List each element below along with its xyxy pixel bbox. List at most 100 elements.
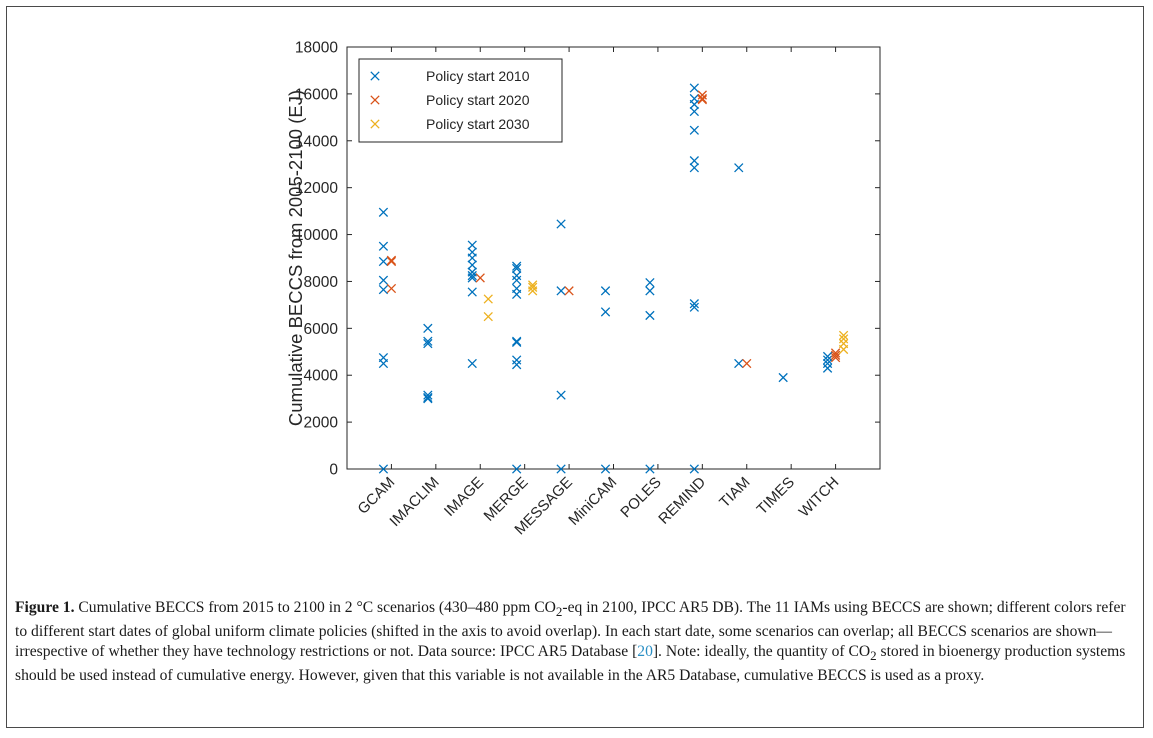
marker-series-1 [386,256,397,267]
y-tick-label: 16000 [295,86,338,103]
marker-series-0 [378,358,389,369]
marker-series-0 [423,338,433,349]
y-tick-label: 14000 [295,133,338,150]
caption-label: Figure 1. [15,599,75,616]
marker-series-0 [512,270,522,281]
marker-series-0 [689,99,699,110]
legend-entry-2: Policy start 2030 [426,116,530,132]
marker-series-0 [467,253,477,263]
marker-series-1 [742,358,752,369]
marker-series-0 [822,351,833,362]
x-tick-label-imaclim: IMACLIM [386,474,442,530]
marker-series-0 [600,307,611,317]
x-tick-label-tiam: TIAM [716,474,753,511]
marker-series-1 [830,350,841,360]
marker-series-1 [475,273,485,283]
marker-series-1 [386,283,397,294]
x-tick-label-witch: WITCH [796,474,843,521]
marker-series-0 [512,289,522,299]
x-tick-label-minicam: MiniCAM [565,474,620,529]
y-tick-label: 2000 [304,415,339,432]
legend-marker-1 [370,95,380,105]
marker-series-0 [512,337,522,348]
marker-series-0 [556,286,566,296]
caption-text-3: ]. Note: ideally, the quantity of CO [652,643,871,661]
marker-series-0 [378,464,389,474]
marker-series-0 [512,360,522,370]
marker-series-0 [689,163,699,173]
marker-series-0 [467,260,477,270]
marker-series-0 [689,83,699,93]
marker-series-0 [423,392,433,403]
caption-text-2: -eq in 2100, IPCC AR5 DB). The 11 IAMs u… [15,599,1126,661]
caption-reference-link[interactable]: 20 [637,643,653,661]
marker-series-0 [467,240,477,250]
marker-series-0 [378,284,389,295]
marker-series-0 [378,241,389,251]
marker-series-0 [378,256,389,267]
marker-series-0 [423,394,433,404]
marker-series-1 [830,352,841,363]
legend-entry-1: Policy start 2020 [426,92,530,108]
marker-series-0 [645,277,655,288]
legend-box [358,58,563,143]
marker-series-0 [734,163,744,173]
marker-series-0 [822,363,833,373]
marker-series-0 [512,464,522,474]
beccs-scatter-chart: 0 2000 4000 6000 8000 10000 12000 14000 16000 180… [285,40,881,538]
marker-series-1 [386,255,397,266]
marker-series-0 [378,207,389,217]
marker-series-2 [483,294,493,304]
marker-series-1 [697,93,707,104]
marker-series-0 [556,219,566,229]
y-tick-label: 6000 [304,321,339,338]
marker-series-2 [528,282,538,292]
caption-subscript-2: 2 [870,648,877,664]
marker-series-2 [528,286,538,296]
marker-series-0 [689,464,699,474]
marker-series-0 [423,336,433,346]
marker-series-0 [689,156,699,166]
marker-series-0 [512,355,522,365]
marker-series-0 [822,355,833,365]
marker-series-1 [564,286,574,296]
y-tick-label: 8000 [304,274,339,291]
legend-entry-0: Policy start 2010 [426,68,530,84]
marker-series-0 [778,372,788,383]
marker-series-0 [556,464,566,474]
marker-series-0 [689,299,699,309]
figure-frame [6,6,1144,728]
y-tick-label: 18000 [295,40,338,57]
marker-series-0 [512,336,522,346]
y-tick-label: 12000 [295,180,338,197]
marker-series-0 [423,390,433,400]
marker-series-2 [483,311,493,322]
figure-caption: Figure 1. Cumulative BECCS from 2015 to … [15,598,1135,686]
marker-series-0 [645,310,655,321]
marker-series-2 [838,344,849,355]
marker-series-0 [378,275,389,285]
marker-series-0 [645,286,655,296]
marker-series-0 [512,263,522,274]
caption-text-1: Cumulative BECCS from 2015 to 2100 in 2 … [74,599,556,616]
marker-series-1 [697,95,707,105]
marker-series-0 [467,270,477,281]
y-tick-label: 4000 [304,368,339,385]
marker-series-0 [556,390,566,400]
marker-series-0 [512,261,522,271]
marker-series-0 [734,358,744,369]
marker-series-0 [512,275,522,285]
marker-series-0 [600,286,611,296]
y-axis-label: Cumulative BECCS from 2005-2100 (EJ) [285,90,306,426]
marker-series-0 [689,106,699,117]
marker-series-0 [467,287,477,297]
y-tick-label: 0 [329,462,338,479]
marker-series-0 [689,125,699,135]
marker-series-0 [467,358,477,369]
y-tick-label: 10000 [295,227,338,244]
marker-series-2 [838,330,849,341]
caption-subscript-1: 2 [555,604,563,620]
legend-marker-2 [370,119,380,129]
marker-series-0 [689,302,699,312]
x-tick-label-times: TIMES [754,474,798,518]
